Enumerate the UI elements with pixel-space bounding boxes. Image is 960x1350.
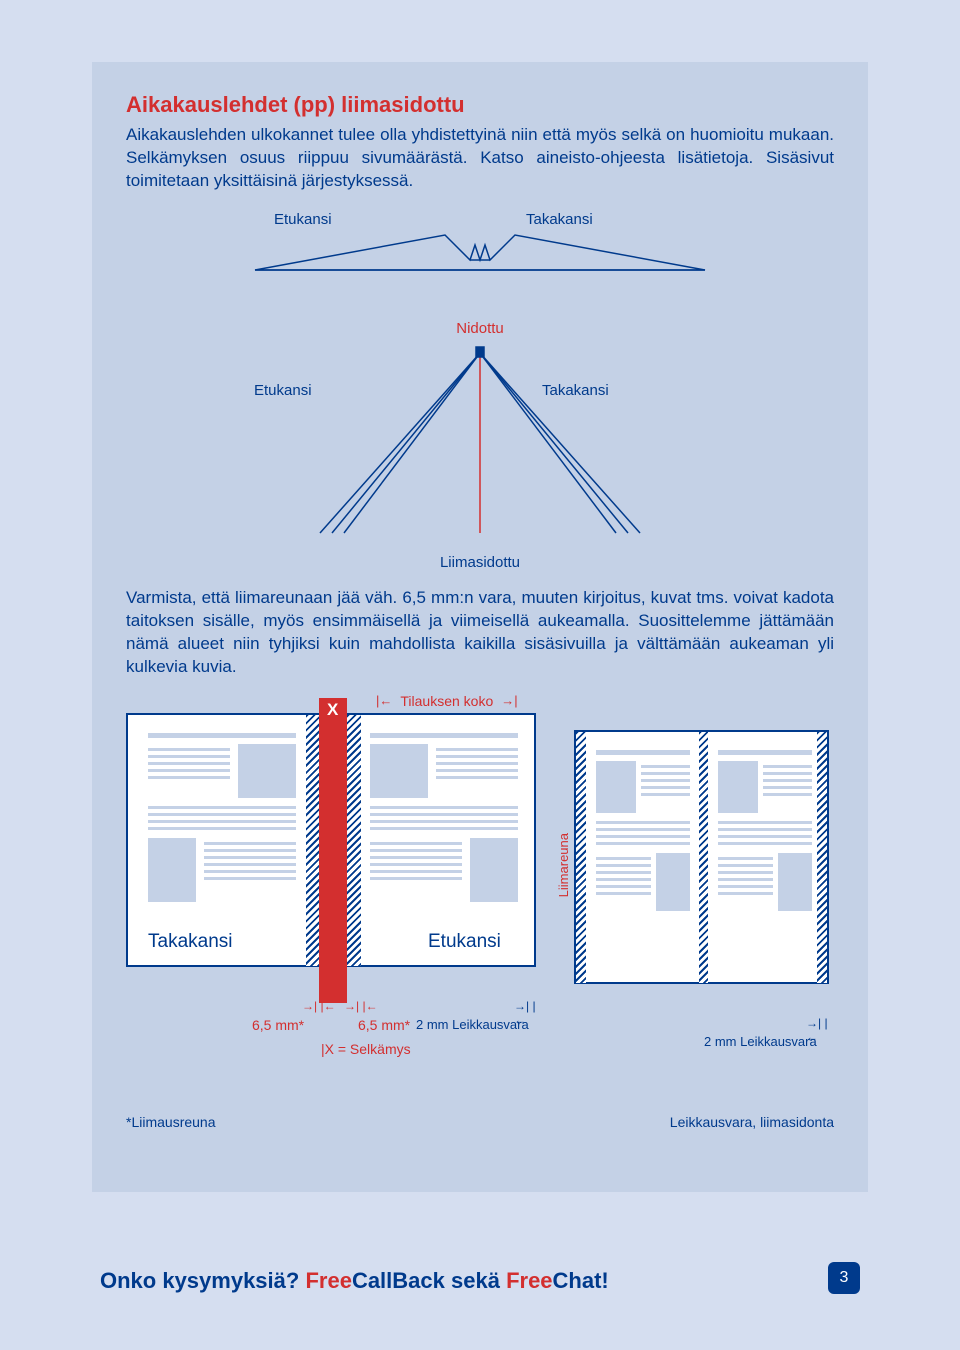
takakansi-label-1: Takakansi [526, 211, 593, 228]
diagram-nidottu: Nidottu Etukansi Takakansi Liimasidottu [126, 320, 834, 571]
diagram-open-cover: Etukansi Takakansi [126, 215, 834, 290]
mm-left: 6,5 mm* [252, 1017, 304, 1033]
liimausreuna-note: *Liimausreuna [126, 1114, 216, 1130]
arrow-left-icon: |← [376, 693, 392, 708]
footer: Onko kysymyksiä? FreeCallBack sekä FreeC… [100, 1268, 609, 1294]
paragraph-1: Aikakauslehden ulkokannet tulee olla yhd… [126, 124, 834, 193]
liimareuna-label: Liimareuna [556, 833, 571, 897]
below-spread-2: →| |← 2 mm Leikkausvara [574, 1030, 829, 1090]
leikkaus-2: 2 mm Leikkausvara [704, 1034, 817, 1049]
footer-p3: Call [352, 1268, 392, 1293]
footer-p4: Back sekä [392, 1268, 506, 1293]
page-number-badge: 3 [828, 1262, 860, 1294]
footer-p2: Free [305, 1268, 351, 1293]
page-left-content [148, 729, 296, 902]
hatch-2-left [576, 732, 586, 983]
spine-bar: X [319, 698, 347, 1003]
spine-x: X [327, 700, 338, 720]
footnotes-row: *Liimausreuna Leikkausvara, liimasidonta [126, 1114, 834, 1130]
mm-marks-r: →| |← [344, 999, 378, 1013]
takakansi-label-2: Takakansi [542, 382, 609, 399]
below-spread-1: 6,5 mm* 6,5 mm* 2 mm Leikkausvara →| |← … [126, 1013, 536, 1073]
page2-left [596, 746, 690, 911]
hatch-spine-right [347, 715, 361, 966]
mm-right: 6,5 mm* [358, 1017, 410, 1033]
etukansi-region: Etukansi [428, 931, 501, 953]
section-title: Aikakauslehdet (pp) liimasidottu [126, 92, 834, 118]
nidottu-svg [260, 343, 700, 543]
spread-1-wrapper: |← Tilauksen koko →| X [126, 713, 536, 1073]
page2-right [718, 746, 812, 911]
page-right-content [370, 729, 518, 902]
hatch-spine-left [306, 715, 320, 966]
paragraph-2: Varmista, että liimareunaan jää väh. 6,5… [126, 587, 834, 679]
hatch-2-right [817, 732, 827, 983]
spread-2-wrapper: Liimareuna [574, 713, 829, 1090]
footer-p5: Free [506, 1268, 552, 1293]
selkamys: |X = Selkämys [321, 1041, 411, 1057]
takakansi-region: Takakansi [148, 931, 233, 953]
etukansi-label-1: Etukansi [274, 211, 332, 228]
leikkaus-1: 2 mm Leikkausvara [416, 1017, 529, 1032]
tilaus-label: |← Tilauksen koko →| [376, 693, 518, 709]
spread-2 [574, 730, 829, 984]
marks-1: →| |← [514, 999, 536, 1027]
tilaus-text: Tilauksen koko [400, 693, 493, 709]
footer-p6: Chat! [553, 1268, 609, 1293]
etukansi-label-2: Etukansi [254, 382, 312, 399]
liimasidottu-label: Liimasidottu [126, 554, 834, 571]
hatch-2-mid [699, 732, 708, 983]
content-panel: Aikakauslehdet (pp) liimasidottu Aikakau… [92, 62, 868, 1192]
leikliima-note: Leikkausvara, liimasidonta [670, 1114, 834, 1130]
spread-1: X [126, 713, 536, 967]
arrow-right-icon: →| [501, 693, 517, 708]
spreads-row: |← Tilauksen koko →| X [126, 713, 834, 1090]
footer-p1: Onko kysymyksiä? [100, 1268, 305, 1293]
nidottu-title: Nidottu [126, 320, 834, 337]
